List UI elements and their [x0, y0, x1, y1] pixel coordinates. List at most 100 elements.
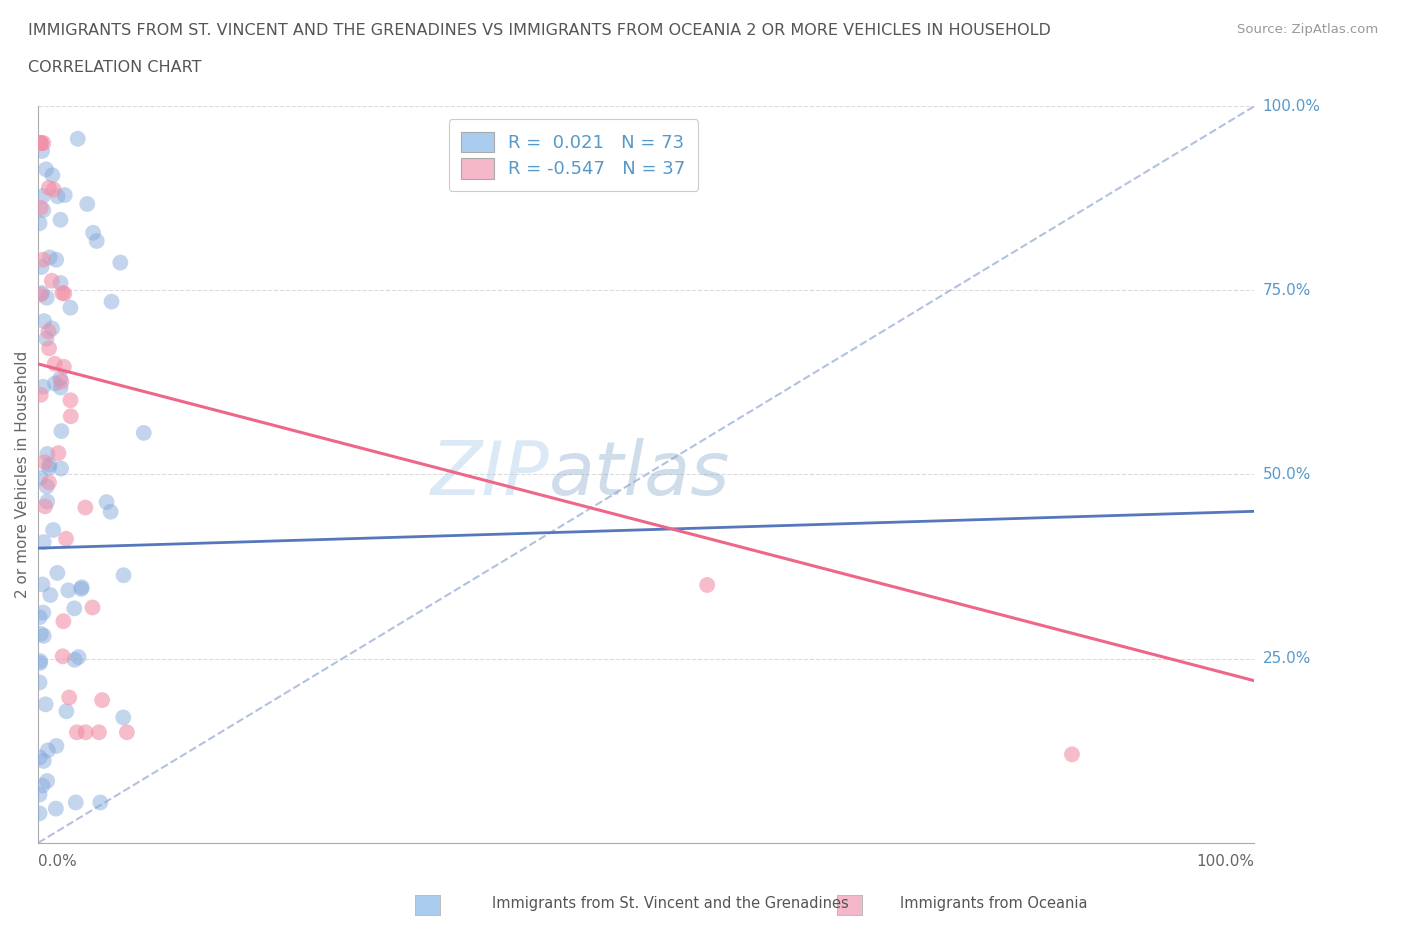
Point: [34, 455, 56, 470]
Text: Immigrants from Oceania: Immigrants from Oceania: [900, 897, 1087, 911]
Point: [28, 216, 51, 231]
Point: [51, 424, 73, 439]
Point: [1060, 747, 1083, 762]
Point: [66, 131, 89, 146]
Text: Immigrants from St. Vincent and the Grenadines: Immigrants from St. Vincent and the Gren…: [492, 897, 849, 911]
Point: [30, 200, 52, 215]
Point: [44, 356, 66, 371]
Point: [53, 188, 76, 203]
Point: [696, 578, 718, 592]
Point: [31, 778, 53, 793]
Point: [31, 286, 53, 300]
Point: [31, 189, 53, 204]
Point: [37, 774, 59, 789]
Point: [28, 675, 51, 690]
Point: [38, 475, 60, 490]
Point: [38, 250, 60, 265]
Point: [75, 500, 97, 515]
Point: [31, 577, 53, 591]
Point: [59, 300, 82, 315]
Point: [37, 446, 59, 461]
Point: [30, 136, 52, 151]
Point: [30, 136, 52, 151]
Point: [30, 287, 52, 302]
Point: [28, 750, 51, 764]
Point: [32, 605, 55, 620]
Text: 25.0%: 25.0%: [1263, 651, 1310, 666]
Text: Source: ZipAtlas.com: Source: ZipAtlas.com: [1237, 23, 1378, 36]
Point: [49, 371, 72, 386]
Point: [132, 425, 155, 440]
Point: [32, 136, 55, 151]
Point: [31, 259, 53, 274]
Point: [76, 196, 98, 211]
Point: [55, 704, 77, 719]
Y-axis label: 2 or more Vehicles in Household: 2 or more Vehicles in Household: [15, 351, 30, 598]
Point: [58, 583, 80, 598]
Point: [28, 787, 51, 802]
Point: [48, 445, 70, 460]
Point: [42, 523, 65, 538]
Point: [38, 180, 60, 195]
Point: [39, 588, 62, 603]
Point: [46, 189, 69, 204]
Point: [112, 568, 135, 583]
Point: [35, 331, 58, 346]
Point: [38, 460, 60, 475]
Point: [52, 359, 75, 374]
Point: [34, 498, 56, 513]
Text: 100.0%: 100.0%: [1197, 854, 1254, 869]
Text: ZIP: ZIP: [430, 438, 550, 511]
Point: [37, 494, 59, 509]
Point: [53, 286, 76, 301]
Point: [52, 614, 75, 629]
Text: 75.0%: 75.0%: [1263, 283, 1310, 298]
Point: [28, 656, 51, 671]
Point: [51, 286, 73, 300]
Point: [28, 610, 51, 625]
Point: [65, 795, 87, 810]
Point: [96, 495, 118, 510]
Point: [82, 600, 104, 615]
Point: [32, 379, 55, 394]
Text: IMMIGRANTS FROM ST. VINCENT AND THE GRENADINES VS IMMIGRANTS FROM OCEANIA 2 OR M: IMMIGRANTS FROM ST. VINCENT AND THE GREN…: [28, 23, 1052, 38]
Point: [37, 324, 59, 339]
Point: [30, 471, 52, 485]
Point: [110, 255, 132, 270]
Point: [38, 341, 60, 356]
Text: CORRELATION CHART: CORRELATION CHART: [28, 60, 201, 75]
Point: [63, 601, 86, 616]
Point: [100, 504, 122, 519]
Point: [41, 321, 63, 336]
Point: [75, 724, 97, 739]
Point: [49, 275, 72, 290]
Point: [51, 374, 73, 389]
Legend: R =  0.021   N = 73, R = -0.547   N = 37: R = 0.021 N = 73, R = -0.547 N = 37: [449, 119, 699, 192]
Point: [58, 690, 80, 705]
Point: [66, 724, 89, 739]
Text: atlas: atlas: [550, 438, 731, 511]
Text: 50.0%: 50.0%: [1263, 467, 1310, 482]
Point: [32, 313, 55, 328]
Point: [70, 581, 93, 596]
Text: 100.0%: 100.0%: [1263, 99, 1320, 113]
Point: [32, 252, 55, 267]
Point: [55, 531, 77, 546]
Point: [46, 565, 69, 580]
Point: [32, 535, 55, 550]
Point: [59, 409, 82, 424]
Point: [82, 225, 104, 240]
Point: [100, 294, 122, 309]
Point: [115, 724, 138, 739]
Point: [30, 654, 52, 669]
Point: [45, 252, 67, 267]
Point: [86, 233, 108, 248]
Point: [35, 162, 58, 177]
Point: [35, 479, 58, 494]
Point: [37, 743, 59, 758]
Point: [59, 392, 82, 407]
Point: [112, 710, 135, 724]
Point: [35, 290, 58, 305]
Point: [49, 212, 72, 227]
Point: [91, 693, 114, 708]
